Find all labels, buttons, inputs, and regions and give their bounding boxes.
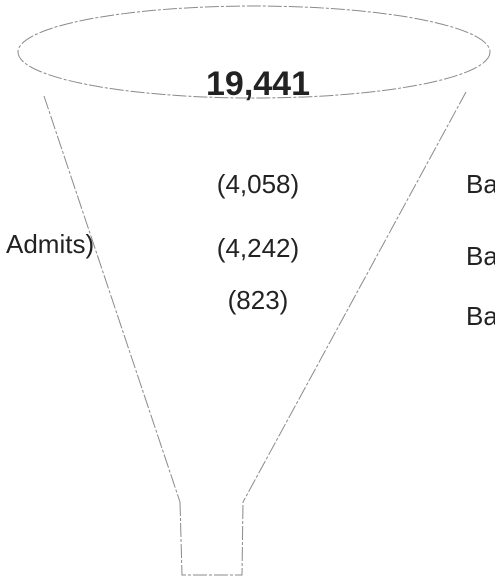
right-label: Ba <box>466 169 495 199</box>
right-label: Ba <box>466 241 495 271</box>
funnel-neck <box>179 501 244 576</box>
funnel-left-side <box>43 95 181 503</box>
left-label: Admits) <box>6 229 94 259</box>
level-value: (823) <box>228 285 289 315</box>
top-value: 19,441 <box>206 65 310 103</box>
funnel-rim <box>17 5 491 99</box>
level-value: (4,242) <box>217 233 299 263</box>
funnel-right-side <box>242 91 467 503</box>
right-label: Ba <box>466 301 495 331</box>
level-value: (4,058) <box>217 169 299 199</box>
